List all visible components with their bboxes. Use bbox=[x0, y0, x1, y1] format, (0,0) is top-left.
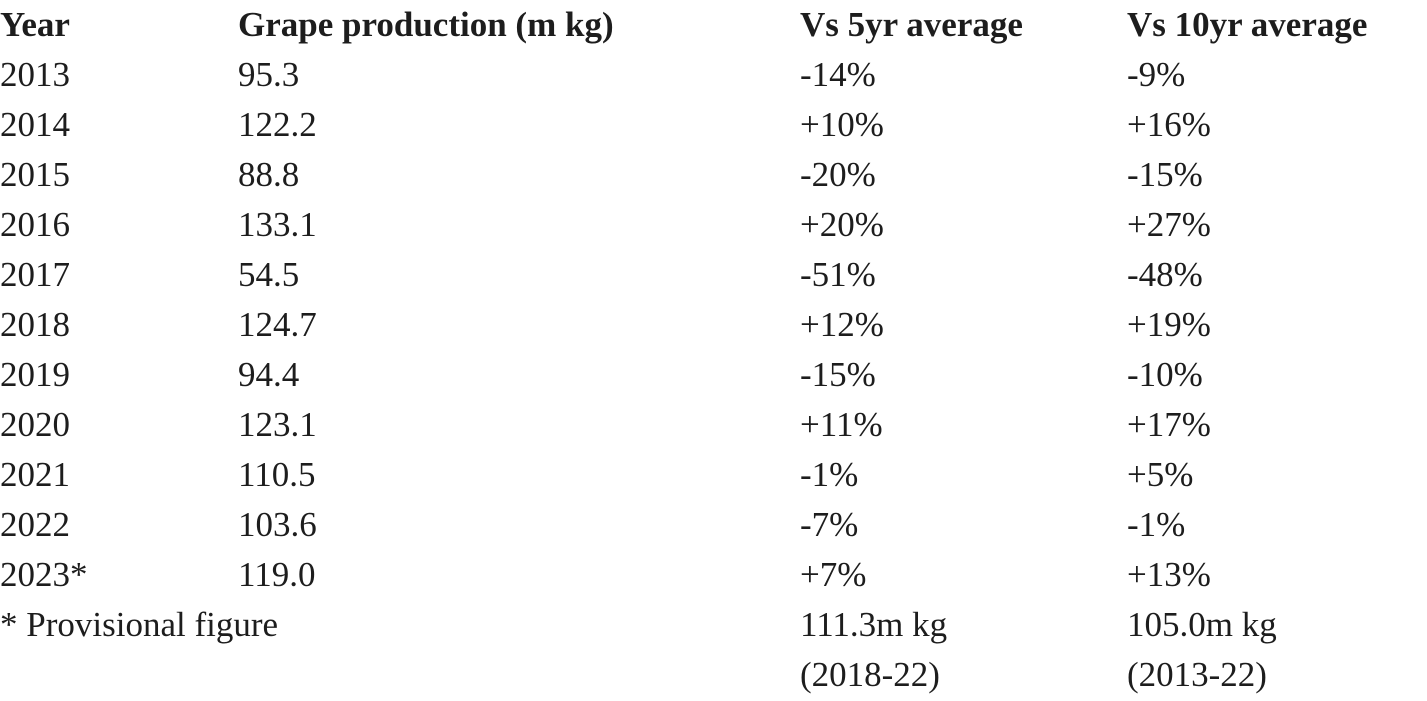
production-cell: 123.1 bbox=[238, 405, 317, 444]
table-row: 2017 54.5 -51% -48% bbox=[0, 250, 1427, 300]
year-cell: 2014 bbox=[0, 105, 70, 144]
production-cell: 95.3 bbox=[238, 55, 300, 94]
header-vs-5yr-average: Vs 5yr average bbox=[800, 5, 1023, 44]
vs5-cell: +12% bbox=[800, 305, 884, 344]
year-cell: 2017 bbox=[0, 255, 70, 294]
vs5-cell: -15% bbox=[800, 355, 876, 394]
table-row: 2014 122.2 +10% +16% bbox=[0, 100, 1427, 150]
production-cell: 54.5 bbox=[238, 255, 300, 294]
year-cell: 2015 bbox=[0, 155, 70, 194]
header-year: Year bbox=[0, 5, 70, 44]
year-cell: 2019 bbox=[0, 355, 70, 394]
vs10-cell: +19% bbox=[1127, 305, 1211, 344]
avg10-period: (2013-22) bbox=[1127, 655, 1267, 694]
year-cell: 2022 bbox=[0, 505, 70, 544]
avg5-value: 111.3m kg bbox=[800, 605, 948, 644]
vs5-cell: -7% bbox=[800, 505, 859, 544]
table-row: 2016 133.1 +20% +27% bbox=[0, 200, 1427, 250]
table-row: 2021 110.5 -1% +5% bbox=[0, 450, 1427, 500]
table-row: 2022 103.6 -7% -1% bbox=[0, 500, 1427, 550]
vs5-cell: +11% bbox=[800, 405, 883, 444]
table-row: 2023* 119.0 +7% +13% bbox=[0, 550, 1427, 600]
vs10-cell: +16% bbox=[1127, 105, 1211, 144]
production-cell: 103.6 bbox=[238, 505, 317, 544]
table-row: 2020 123.1 +11% +17% bbox=[0, 400, 1427, 450]
year-cell: 2021 bbox=[0, 455, 70, 494]
header-row: Year Grape production (m kg) Vs 5yr aver… bbox=[0, 0, 1427, 50]
table-body: 2013 95.3 -14% -9% 2014 122.2 +10% +16% … bbox=[0, 50, 1427, 700]
header-production: Grape production (m kg) bbox=[238, 5, 614, 44]
vs5-cell: -20% bbox=[800, 155, 876, 194]
table-row: 2018 124.7 +12% +19% bbox=[0, 300, 1427, 350]
vs5-cell: -51% bbox=[800, 255, 876, 294]
table-header: Year Grape production (m kg) Vs 5yr aver… bbox=[0, 0, 1427, 50]
year-cell: 2016 bbox=[0, 205, 70, 244]
avg5-period: (2018-22) bbox=[800, 655, 940, 694]
table-row: 2013 95.3 -14% -9% bbox=[0, 50, 1427, 100]
production-cell: 133.1 bbox=[238, 205, 317, 244]
year-cell: 2013 bbox=[0, 55, 70, 94]
vs10-cell: -1% bbox=[1127, 505, 1186, 544]
vs10-cell: +27% bbox=[1127, 205, 1211, 244]
vs10-cell: +5% bbox=[1127, 455, 1194, 494]
vs5-cell: +10% bbox=[800, 105, 884, 144]
production-cell: 88.8 bbox=[238, 155, 300, 194]
production-cell: 124.7 bbox=[238, 305, 317, 344]
vs5-cell: +7% bbox=[800, 555, 867, 594]
table-row: 2019 94.4 -15% -10% bbox=[0, 350, 1427, 400]
header-vs-10yr-average: Vs 10yr average bbox=[1127, 5, 1368, 44]
footnote-row: * Provisional figure 111.3m kg 105.0m kg bbox=[0, 600, 1427, 650]
year-cell: 2023* bbox=[0, 555, 88, 594]
vs5-cell: -1% bbox=[800, 455, 859, 494]
vs10-cell: -9% bbox=[1127, 55, 1186, 94]
vs10-cell: +13% bbox=[1127, 555, 1211, 594]
vs10-cell: -10% bbox=[1127, 355, 1203, 394]
average-period-row: (2018-22) (2013-22) bbox=[0, 650, 1427, 700]
production-cell: 110.5 bbox=[238, 455, 316, 494]
table-row: 2015 88.8 -20% -15% bbox=[0, 150, 1427, 200]
vs5-cell: +20% bbox=[800, 205, 884, 244]
vs5-cell: -14% bbox=[800, 55, 876, 94]
vs10-cell: +17% bbox=[1127, 405, 1211, 444]
year-cell: 2018 bbox=[0, 305, 70, 344]
production-cell: 94.4 bbox=[238, 355, 300, 394]
vs10-cell: -15% bbox=[1127, 155, 1203, 194]
year-cell: 2020 bbox=[0, 405, 70, 444]
empty-cell bbox=[0, 650, 800, 700]
footnote-text: * Provisional figure bbox=[0, 605, 279, 644]
production-cell: 122.2 bbox=[238, 105, 317, 144]
vs10-cell: -48% bbox=[1127, 255, 1203, 294]
production-cell: 119.0 bbox=[238, 555, 316, 594]
avg10-value: 105.0m kg bbox=[1127, 605, 1277, 644]
